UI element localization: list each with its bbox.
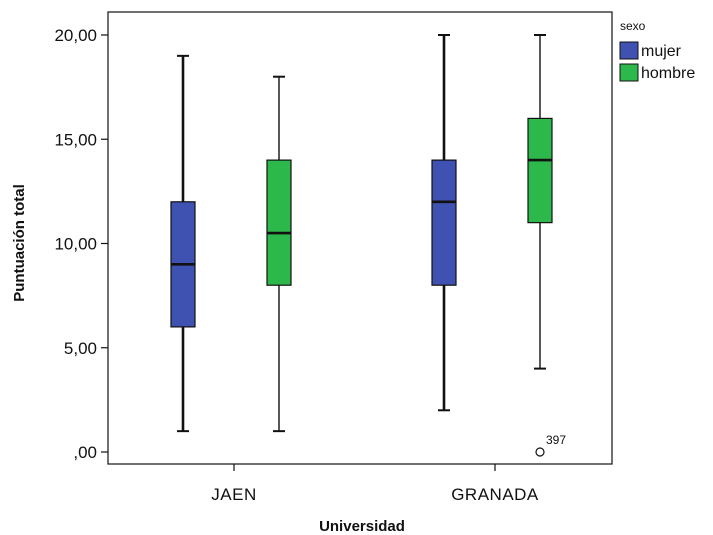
y-tick-label: 10,00: [54, 235, 97, 254]
outlier-label: 397: [546, 433, 566, 447]
legend-title: sexo: [620, 19, 646, 33]
x-axis-title: Universidad: [319, 518, 405, 535]
plot-frame: [107, 11, 613, 465]
iqr-box: [431, 159, 457, 286]
legend-swatch-mujer: [619, 41, 639, 60]
boxes-layer: 397: [170, 34, 566, 457]
iqr-box: [527, 117, 553, 224]
y-tick-label: ,00: [73, 443, 97, 462]
legend: sexo mujer hombre: [619, 19, 695, 82]
y-tick-label: 15,00: [54, 130, 97, 149]
x-category-label: JAEN: [211, 485, 256, 504]
x-axis: JAEN GRANADA: [211, 464, 539, 504]
x-category-label: GRANADA: [451, 485, 539, 504]
legend-label-hombre: hombre: [641, 65, 695, 82]
box-hombre-granada: 397: [527, 34, 566, 457]
y-tick-label: 5,00: [64, 339, 97, 358]
iqr-box: [266, 159, 292, 286]
y-tick-label: 20,00: [54, 26, 97, 45]
legend-label-mujer: mujer: [641, 43, 682, 60]
y-axis: ,00 5,00 10,00 15,00 20,00: [54, 26, 108, 462]
box-mujer-granada: [431, 34, 457, 412]
y-axis-title: Puntuación total: [11, 184, 28, 302]
legend-swatch-hombre: [619, 63, 639, 82]
box-hombre-jaen: [266, 75, 292, 433]
box-mujer-jaen: [170, 54, 196, 433]
outlier-point: [535, 447, 545, 457]
